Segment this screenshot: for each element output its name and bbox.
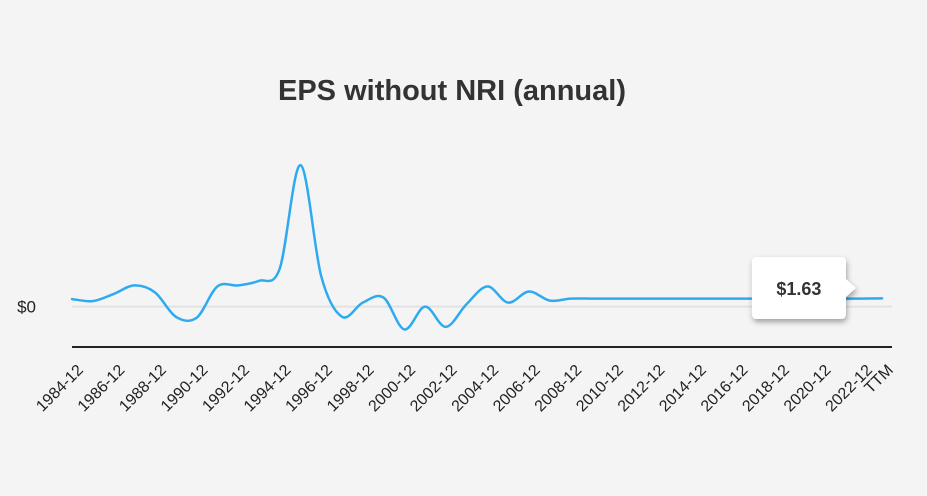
series-line: [70, 163, 884, 331]
chart-title: EPS without NRI (annual): [278, 75, 626, 107]
x-axis-tick-labels: 1984-121986-121988-121990-121992-121994-…: [33, 362, 897, 416]
tooltip-box: [751, 257, 856, 319]
series-layer: [70, 163, 884, 331]
tooltip-value: $1.63: [776, 279, 821, 299]
y-tick-label: $0: [17, 298, 36, 317]
y-axis-labels: $0: [17, 298, 36, 317]
value-tooltip: $1.63: [751, 257, 856, 319]
